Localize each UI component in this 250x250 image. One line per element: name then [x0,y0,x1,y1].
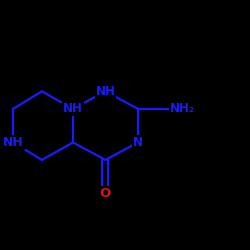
Text: NH₂: NH₂ [170,102,195,115]
Text: NH: NH [3,136,24,149]
Text: NH: NH [96,85,115,98]
Text: O: O [100,187,111,200]
Text: NH: NH [63,102,83,115]
Text: N: N [133,136,143,149]
